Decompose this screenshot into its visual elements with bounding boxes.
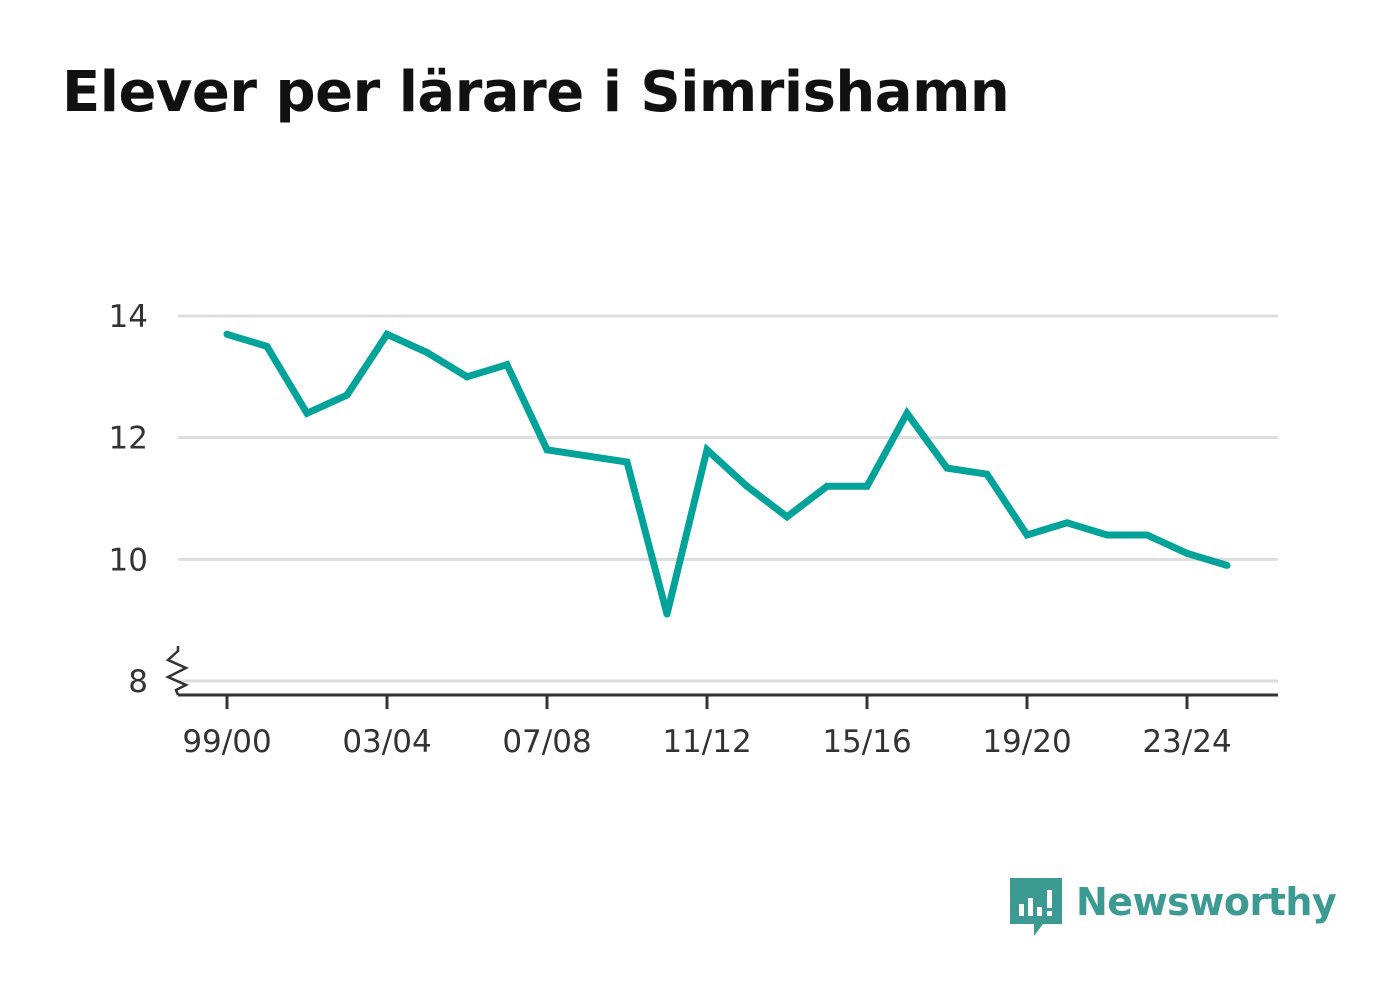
chart-title: Elever per lärare i Simrishamn [62, 60, 1010, 125]
data-point [943, 464, 951, 472]
data-point [223, 330, 231, 338]
data-point [503, 361, 511, 369]
data-point [263, 342, 271, 350]
y-tick-label: 14 [109, 299, 148, 335]
data-point [1143, 531, 1151, 539]
data-point [383, 330, 391, 338]
data-point [863, 482, 871, 490]
brand-logo: Newsworthy [1010, 878, 1337, 940]
data-point [743, 482, 751, 490]
y-tick-label: 8 [128, 664, 148, 700]
data-point [623, 458, 631, 466]
data-point [983, 470, 991, 478]
brand-name: Newsworthy [1076, 880, 1337, 924]
data-point [663, 610, 671, 618]
data-point [823, 482, 831, 490]
data-point [1183, 549, 1191, 557]
y-axis-tick-labels: 8 10 12 14 [109, 299, 148, 700]
data-point [1103, 531, 1111, 539]
data-point [1023, 531, 1031, 539]
x-tick-label: 19/20 [982, 724, 1071, 760]
x-tick-label: 11/12 [662, 724, 751, 760]
y-axis-break-icon [165, 646, 189, 696]
data-point [1223, 561, 1231, 569]
y-tick-label: 12 [109, 421, 148, 457]
x-tick-label: 99/00 [182, 724, 271, 760]
x-axis-tick-labels: 99/00 03/04 07/08 11/12 15/16 19/20 23/24 [182, 724, 1231, 760]
x-tick-label: 07/08 [502, 724, 591, 760]
data-point [1063, 519, 1071, 527]
data-point [583, 452, 591, 460]
series [223, 329, 1231, 618]
data-point [463, 373, 471, 381]
data-point [783, 513, 791, 521]
x-tick-label: 15/16 [822, 724, 911, 760]
data-point [703, 446, 711, 454]
data-point [343, 391, 351, 399]
gridlines [178, 314, 1278, 683]
newsworthy-chart-bubble-icon [1010, 878, 1062, 936]
x-tick-label: 03/04 [342, 724, 431, 760]
axis-break-zigzag [165, 646, 189, 696]
x-tick-label: 23/24 [1142, 724, 1231, 760]
data-point [303, 409, 311, 417]
x-axis [178, 693, 1278, 709]
data-point [423, 349, 431, 356]
data-point [903, 409, 911, 417]
y-tick-label: 10 [109, 542, 148, 578]
series-line [225, 329, 1229, 615]
data-point [543, 446, 551, 454]
